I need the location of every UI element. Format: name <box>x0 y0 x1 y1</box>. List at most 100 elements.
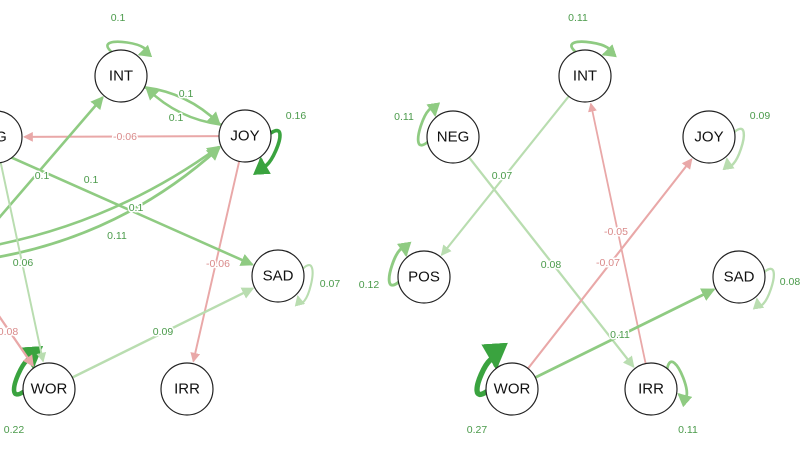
left-node-sad-label: SAD <box>263 268 294 285</box>
right-node-joy-label: JOY <box>694 129 723 146</box>
left-edge-label-wor-to-sad: 0.09 <box>153 326 174 338</box>
left-edge-label-pos-to-joy: 0.1 <box>84 174 99 186</box>
left-node-int-circle <box>94 49 148 103</box>
left-node-irr-circle <box>160 362 214 416</box>
right-edge-sad-to-sad <box>752 267 775 310</box>
left-node-joy: JOY <box>218 109 272 163</box>
left-edge-labels: 0.1 0.16 0.07 0.22 0.1 0.1 -0.06 -0.06 0.1 0.09 0.… <box>0 11 342 438</box>
left-edge-label-pos-to-wor: 0.08 <box>0 326 18 338</box>
right-edge-irr-to-irr <box>665 360 693 408</box>
left-node-wor: WOR <box>22 362 76 416</box>
left-edge-joy-to-neg <box>23 131 220 142</box>
left-edge-pos-to-joy <box>0 146 221 259</box>
right-node-int: INT <box>558 49 612 103</box>
right-node-int-circle <box>558 49 612 103</box>
left-edge-label-int-to-int: 0.1 <box>111 12 126 24</box>
right-edge-label-wor-to-sad: 0.11 <box>610 329 630 341</box>
right-node-joy-circle <box>682 110 736 164</box>
right-node-neg-label: NEG <box>437 129 470 146</box>
right-edge-label-irr-to-int: -0.05 <box>604 226 628 238</box>
left-edge-pos-to-joy <box>0 145 221 246</box>
right-edge-label-pos-to-pos: 0.12 <box>359 279 380 291</box>
left-edges <box>0 40 314 397</box>
left-edge-label-neg-to-sad: 0.1 <box>129 202 144 214</box>
right-edge-int-to-pos <box>440 95 570 257</box>
right-node-irr: IRR <box>624 362 678 416</box>
left-node-joy-circle <box>218 109 272 163</box>
right-edge-label-int-to-int: 0.11 <box>568 12 588 24</box>
right-node-neg-circle <box>426 110 480 164</box>
left-edge-sad-to-sad <box>294 264 314 307</box>
left-node-neg-circle <box>0 110 23 164</box>
right-edge-label-neg-to-irr: 0.08 <box>541 259 562 271</box>
left-edge-label-joy-to-irr: -0.06 <box>206 258 230 270</box>
left-node-neg: G <box>0 110 23 164</box>
right-edge-wor-to-joy <box>526 158 693 370</box>
left-edge-int-to-int <box>106 40 153 58</box>
left-edge-label-sad-to-sad: 0.07 <box>320 278 341 290</box>
right-nodes: INT NEG JOY POS SAD WOR IRR <box>397 49 766 416</box>
left-node-int-label: INT <box>109 68 133 85</box>
right-node-wor: WOR <box>485 362 539 416</box>
right-edge-label-wor-to-wor: 0.27 <box>467 424 488 436</box>
left-node-wor-label: WOR <box>31 381 68 398</box>
left-edge-joy-to-joy <box>253 128 282 175</box>
left-edge-pos-to-int <box>0 96 104 219</box>
right-node-wor-label: WOR <box>494 381 531 398</box>
right-node-pos-label: POS <box>408 269 440 286</box>
right-node-pos: POS <box>397 250 451 304</box>
left-edge-label-int-to-joy: 0.1 <box>169 112 184 124</box>
left-edge-label-pos-to-joy: 0.11 <box>107 230 127 242</box>
left-edge-label-pos-to-int: 0.1 <box>35 170 50 182</box>
right-node-joy: JOY <box>682 110 736 164</box>
right-edge-int-to-int <box>570 40 617 58</box>
right-node-sad: SAD <box>712 250 766 304</box>
left-node-irr-label: IRR <box>174 381 200 398</box>
left-node-neg-label: G <box>0 129 7 146</box>
left-edge-label-wor-to-wor: 0.22 <box>4 424 25 436</box>
right-network: 0.11 0.11 0.09 0.12 0.08 0.27 0.11 0.07 0.08 -0.0… <box>357 11 802 438</box>
left-node-int: INT <box>94 49 148 103</box>
left-edge-label-joy-to-int: 0.1 <box>179 88 194 100</box>
left-edge-neg-to-sad <box>0 151 254 266</box>
left-edge-int-to-joy <box>143 86 221 126</box>
right-node-wor-circle <box>485 362 539 416</box>
right-edge-label-int-to-pos: 0.07 <box>492 170 513 182</box>
left-edge-pos-to-wor <box>0 315 34 367</box>
right-edge-wor-to-wor <box>474 342 508 397</box>
left-edge-label-neg-to-wor: 0.06 <box>13 257 34 269</box>
left-node-sad: SAD <box>251 249 305 303</box>
right-node-neg: NEG <box>426 110 480 164</box>
right-node-sad-circle <box>712 250 766 304</box>
left-node-wor-circle <box>22 362 76 416</box>
left-node-irr: IRR <box>160 362 214 416</box>
left-edge-wor-to-sad <box>71 287 255 379</box>
right-node-int-label: INT <box>573 68 597 85</box>
left-edge-neg-to-wor <box>0 154 47 363</box>
right-node-pos-circle <box>397 250 451 304</box>
right-edge-neg-to-neg <box>416 102 441 147</box>
left-node-joy-label: JOY <box>230 128 259 145</box>
right-edge-label-neg-to-neg: 0.11 <box>394 111 414 123</box>
left-edge-joy-to-irr <box>190 160 241 363</box>
left-edge-label-joy-to-neg: -0.06 <box>113 131 137 143</box>
right-edge-label-wor-to-joy: -0.07 <box>596 257 620 269</box>
right-edge-label-sad-to-sad: 0.08 <box>780 276 801 288</box>
right-edge-pos-to-pos <box>387 241 412 287</box>
left-network: 0.1 0.16 0.07 0.22 0.1 0.1 -0.06 -0.06 0.1 0.09 0.… <box>0 11 342 438</box>
left-edge-label-joy-to-joy: 0.16 <box>286 110 307 122</box>
right-node-sad-label: SAD <box>724 269 755 286</box>
right-edge-label-irr-to-irr: 0.11 <box>678 424 698 436</box>
right-node-irr-label: IRR <box>638 381 664 398</box>
left-node-sad-circle <box>251 249 305 303</box>
right-edge-joy-to-joy <box>722 127 745 171</box>
right-edge-label-joy-to-joy: 0.09 <box>750 110 771 122</box>
right-edges <box>387 40 775 408</box>
right-edge-irr-to-int <box>588 102 647 365</box>
right-node-irr-circle <box>624 362 678 416</box>
left-nodes: INT JOY G SAD WOR IRR <box>0 49 305 416</box>
right-edge-labels: 0.11 0.11 0.09 0.12 0.08 0.27 0.11 0.07 0.08 -0.0… <box>357 11 802 438</box>
right-edge-wor-to-sad <box>533 288 716 379</box>
